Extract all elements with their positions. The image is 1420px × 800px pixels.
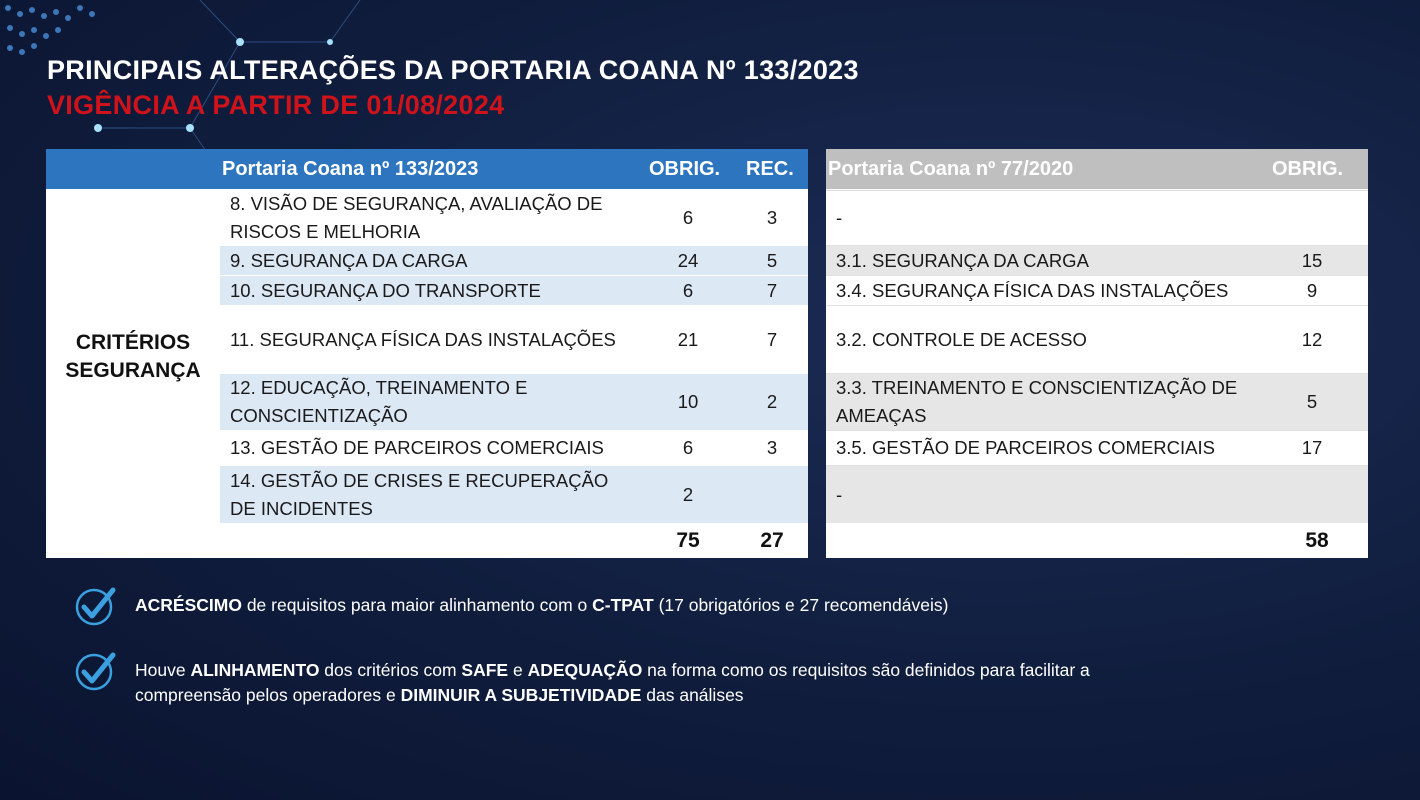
- table-row: 11. SEGURANÇA FÍSICA DAS INSTALAÇÕES 21 …: [220, 305, 808, 373]
- network-decoration: [5, 0, 361, 200]
- row-obrig: 6: [682, 437, 694, 458]
- total-obrig: 75: [676, 529, 700, 552]
- table-row: 3.5. GESTÃO DE PARCEIROS COMERCIAIS 17: [826, 430, 1368, 465]
- table-row: 13. GESTÃO DE PARCEIROS COMERCIAIS 6 3: [220, 430, 808, 465]
- checkmark-icon: [75, 587, 116, 626]
- row-obrig: 17: [1301, 437, 1323, 458]
- row-obrig: 10: [677, 391, 699, 412]
- table-row: 12. EDUCAÇÃO, TREINAMENTO E CONSCIENTIZA…: [220, 373, 808, 430]
- row-rec: 2: [766, 391, 778, 412]
- emphasis-text: ADEQUAÇÃO: [527, 660, 643, 680]
- text: dos critérios com: [319, 660, 462, 680]
- row-label: -: [836, 207, 843, 228]
- header-obrig: OBRIG.: [649, 158, 721, 180]
- row-obrig: 2: [682, 483, 694, 505]
- row-rec: 7: [766, 279, 778, 301]
- checkmark-icon: [75, 652, 116, 691]
- row-label: 10. SEGURANÇA DO TRANSPORTE: [230, 279, 541, 301]
- row-label: 3.2. CONTROLE DE ACESSO: [836, 328, 1087, 350]
- row-obrig: 15: [1301, 249, 1323, 271]
- table-row: 10. SEGURANÇA DO TRANSPORTE 6 7: [220, 275, 808, 305]
- table-header: Portaria Coana nº 133/2023 OBRIG. REC.: [46, 149, 808, 189]
- row-obrig: 5: [1306, 391, 1318, 412]
- table-row: 3.2. CONTROLE DE ACESSO 12: [826, 305, 1368, 373]
- row-label: 11. SEGURANÇA FÍSICA DAS INSTALAÇÕES: [230, 328, 616, 350]
- row-rec: 5: [766, 249, 778, 271]
- header-title: Portaria Coana nº 133/2023: [222, 158, 479, 180]
- row-obrig: 24: [677, 249, 699, 271]
- row-rec: 3: [766, 437, 778, 458]
- row-rec: 7: [766, 328, 778, 350]
- table-row: 3.1. SEGURANÇA DA CARGA 15: [826, 245, 1368, 275]
- emphasis-text: ACRÉSCIMO: [135, 595, 242, 615]
- table-row: 9. SEGURANÇA DA CARGA 24 5: [220, 245, 808, 275]
- table-row: 3.4. SEGURANÇA FÍSICA DAS INSTALAÇÕES 9: [826, 275, 1368, 305]
- row-label: 9. SEGURANÇA DA CARGA: [230, 249, 468, 271]
- header-title: Portaria Coana nº 77/2020: [828, 158, 1074, 180]
- text: das análises: [641, 685, 744, 705]
- row-label: -: [836, 483, 843, 505]
- row-rec: 3: [766, 207, 778, 228]
- table-row: 3.3. TREINAMENTO E CONSCIENTIZAÇÃO DE AM…: [826, 373, 1368, 430]
- slide-subtitle: VIGÊNCIA A PARTIR DE 01/08/2024: [47, 90, 505, 120]
- row-label: 3.5. GESTÃO DE PARCEIROS COMERCIAIS: [836, 437, 1215, 458]
- row-obrig: 21: [677, 328, 699, 350]
- row-obrig: 6: [682, 279, 694, 301]
- row-obrig: 12: [1301, 328, 1323, 350]
- bullet-item: ACRÉSCIMO de requisitos para maior alinh…: [75, 585, 1175, 627]
- row-obrig: 9: [1306, 279, 1318, 301]
- emphasis-text: SAFE: [461, 660, 509, 680]
- text: na forma como os requisitos são definido…: [135, 660, 1090, 705]
- header-rec: REC.: [746, 158, 794, 180]
- table-row: 14. GESTÃO DE CRISES E RECUPERAÇÃO DE IN…: [220, 465, 808, 523]
- old-portaria-table: Portaria Coana nº 77/2020 OBRIG. - 3.1. …: [826, 149, 1368, 558]
- table-row: -: [826, 465, 1368, 523]
- bullet-text: ACRÉSCIMO de requisitos para maior alinh…: [135, 585, 1135, 627]
- emphasis-text: C-TPAT: [592, 595, 654, 615]
- emphasis-text: DIMINUIR A SUBJETIVIDADE: [400, 685, 642, 705]
- row-label: 3.3. TREINAMENTO E CONSCIENTIZAÇÃO DE AM…: [836, 377, 1238, 426]
- text: (17 obrigatórios e 27 recomendáveis): [653, 595, 949, 615]
- row-label: 3.1. SEGURANÇA DA CARGA: [836, 249, 1089, 271]
- emphasis-text: ALINHAMENTO: [190, 660, 320, 680]
- row-label: 14. GESTÃO DE CRISES E RECUPERAÇÃO DE IN…: [230, 469, 609, 519]
- text: Houve: [135, 660, 191, 680]
- text: de requisitos para maior alinhamento com…: [241, 595, 593, 615]
- slide-title: PRINCIPAIS ALTERAÇÕES DA PORTARIA COANA …: [47, 55, 859, 85]
- total-obrig: 58: [1305, 529, 1329, 552]
- text: e: [508, 660, 528, 680]
- row-label: 12. EDUCAÇÃO, TREINAMENTO E CONSCIENTIZA…: [230, 377, 528, 426]
- table-row: -: [826, 190, 1368, 245]
- bullet-item: Houve ALINHAMENTO dos critérios com SAFE…: [75, 650, 1175, 708]
- row-label: 3.4. SEGURANÇA FÍSICA DAS INSTALAÇÕES: [836, 279, 1229, 301]
- header-obrig: OBRIG.: [1272, 158, 1344, 180]
- new-portaria-table: Portaria Coana nº 133/2023 OBRIG. REC. C…: [46, 149, 808, 558]
- category-label: CRITÉRIOS SEGURANÇA: [65, 331, 201, 382]
- row-label: 8. VISÃO DE SEGURANÇA, AVALIAÇÃO DE RISC…: [230, 193, 603, 242]
- row-obrig: 6: [682, 207, 694, 228]
- row-label: 13. GESTÃO DE PARCEIROS COMERCIAIS: [230, 437, 604, 458]
- bullet-text: Houve ALINHAMENTO dos critérios com SAFE…: [135, 650, 1135, 708]
- table-row: 8. VISÃO DE SEGURANÇA, AVALIAÇÃO DE RISC…: [220, 190, 808, 245]
- table-header: Portaria Coana nº 77/2020 OBRIG.: [826, 149, 1368, 189]
- total-rec: 27: [760, 529, 784, 552]
